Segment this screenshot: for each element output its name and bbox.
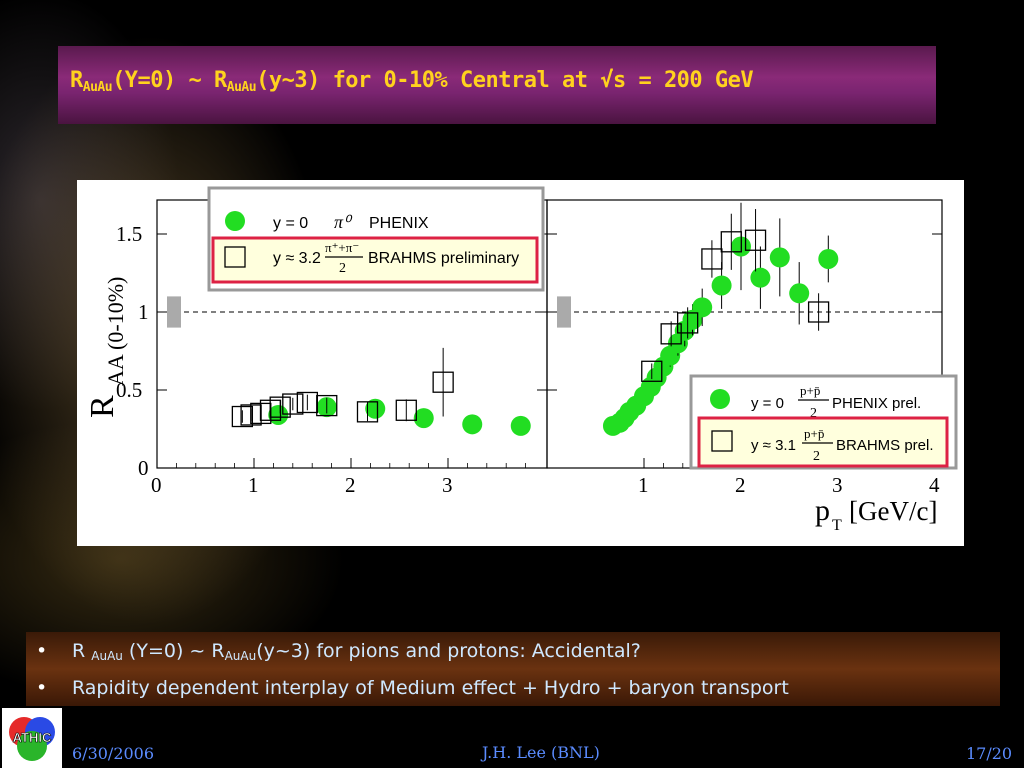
right-legend-circle-marker [710, 389, 730, 409]
bullet-dot: • [36, 640, 48, 662]
data-point-circle [711, 275, 732, 296]
right-normalization-box [557, 296, 571, 328]
x-axis-title-units: [GeV/c] [849, 496, 937, 526]
right-legend-label-exp2: BRAHMS prel. [836, 437, 934, 454]
data-point-square [282, 393, 304, 415]
raa-figure: 0 1 2 3 0 0.5 1 1.5 1 2 3 4 R AA (0-10%) p T [GeV/c] y = … [77, 180, 964, 546]
right-legend-highlight [697, 416, 949, 468]
data-point-square [677, 312, 699, 334]
right-x-tick-label: 1 [638, 473, 649, 497]
athic-logo: ATHIC [2, 708, 62, 768]
data-point-square [641, 360, 663, 382]
left-y-tick-label: 0 [138, 456, 149, 480]
left-x-tick-label: 2 [345, 473, 356, 497]
left-legend-label-particle: π⁰ [334, 212, 353, 232]
left-x-tick-label: 1 [248, 473, 259, 497]
data-point-circle [750, 267, 771, 288]
right-legend-label-y: y = 0 [751, 395, 784, 412]
left-legend-label-exp: PHENIX [369, 215, 429, 232]
data-point-circle [462, 414, 483, 435]
right-legend-label-exp: PHENIX prel. [832, 395, 921, 412]
data-point-square [701, 248, 723, 270]
right-legend-square-marker [711, 430, 733, 452]
right-legend-label-y2: y ≈ 3.1 [751, 437, 796, 454]
slide-title: RAuAu(Y=0) ~ RAuAu(y~3) for 0-10% Centra… [70, 68, 754, 95]
data-point-square [231, 405, 254, 428]
data-point-circle [789, 283, 810, 304]
left-legend-square-marker [224, 246, 246, 268]
data-point-square [432, 371, 454, 393]
data-point-square [807, 301, 830, 323]
x-axis-title-p: p [815, 494, 830, 527]
left-legend-label-y: y = 0 [273, 215, 308, 232]
right-x-tick-label: 2 [735, 473, 746, 497]
bullet-band [26, 632, 1000, 706]
data-point-square [744, 229, 767, 251]
left-x-tick-label: 3 [442, 473, 453, 497]
logo-text: ATHIC [13, 730, 52, 745]
x-axis-title-sub: T [832, 517, 842, 534]
data-point-circle [365, 398, 386, 419]
data-point-square [660, 323, 682, 345]
data-point-circle [692, 297, 713, 318]
right-x-tick-label: 3 [832, 473, 843, 497]
left-legend-fraction-num: π⁺+π⁻ [325, 240, 359, 255]
data-point-circle [510, 415, 531, 436]
left-normalization-box [167, 296, 181, 328]
footer-page-number: 17/20 [966, 744, 1013, 763]
data-point-square [395, 399, 417, 421]
left-legend-circle-marker [225, 211, 245, 231]
right-x-tick-label: 4 [929, 473, 940, 497]
right-legend-fraction-num: p+p̄ [800, 383, 820, 398]
right-legend-fraction-den2: 2 [813, 449, 820, 464]
title-band [58, 46, 936, 124]
left-legend-label-y2: y ≈ 3.2 [273, 250, 321, 267]
bullet-item-1: • R AuAu (Y=0) ~ RAuAu(y~3) for pions and… [36, 640, 641, 663]
left-y-tick-label: 0.5 [116, 378, 142, 402]
left-legend-highlight [211, 236, 539, 284]
data-point-circle [818, 248, 839, 269]
data-point-circle [769, 247, 790, 268]
left-x-tick-label: 0 [151, 473, 162, 497]
data-point-square [720, 231, 742, 253]
bullet-item-2: • Rapidity dependent interplay of Medium … [36, 677, 789, 699]
footer-author: J.H. Lee (BNL) [482, 743, 600, 762]
data-point-square [316, 394, 338, 417]
data-point-square [269, 396, 291, 418]
left-y-tick-label: 1.5 [116, 222, 142, 246]
data-point-circle [413, 408, 434, 429]
footer-date: 6/30/2006 [72, 744, 155, 763]
data-point-square [356, 401, 379, 423]
y-axis-title-rest: AA (0-10%) [103, 277, 128, 386]
right-legend-fraction-den: 2 [810, 406, 817, 421]
y-axis-title-r: R [84, 395, 121, 418]
left-legend-fraction-den: 2 [339, 261, 346, 276]
bullet-dot: • [36, 677, 48, 699]
left-legend-label-exp2: BRAHMS preliminary [368, 250, 519, 267]
left-y-tick-label: 1 [138, 300, 149, 324]
right-legend-fraction-num2: p+p̄ [804, 426, 824, 441]
